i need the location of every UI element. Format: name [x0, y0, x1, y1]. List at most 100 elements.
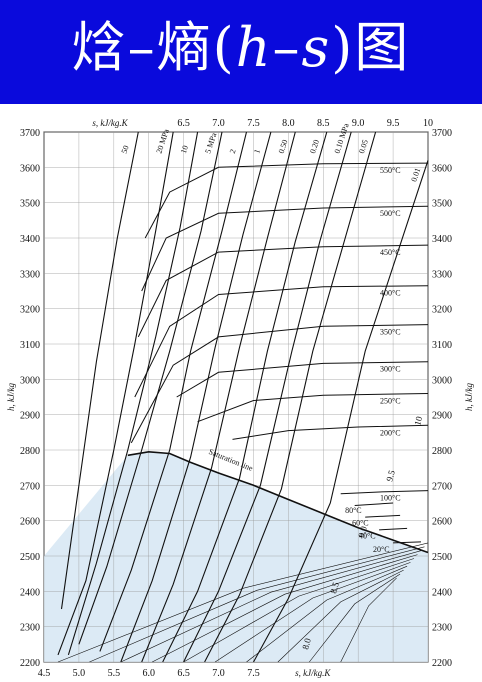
x-tick-top: 9.0 — [352, 118, 365, 129]
y-tick-left: 3000 — [20, 375, 40, 386]
y-tick-left: 3700 — [20, 128, 40, 139]
isotherm-line — [197, 393, 429, 423]
isotherm-line — [176, 361, 429, 398]
isobar-line — [162, 131, 328, 663]
isotherm-label: 300°C — [380, 365, 401, 374]
y-tick-left: 2600 — [20, 517, 40, 528]
y-tick-left: 3500 — [20, 199, 40, 210]
saturation-line — [127, 450, 429, 554]
isotherm-label: 400°C — [380, 289, 401, 298]
isobar-line — [204, 131, 377, 663]
hs-chart: 550°C 500°C 450°C 400°C 350°C 300°C 250°C 200°C… — [6, 118, 474, 679]
title-banner: 焓–熵(h–s)图 — [0, 0, 482, 100]
x-tick-bottom: 6.0 — [142, 668, 155, 679]
isotherm-line — [232, 424, 429, 440]
y-tick-left: 2700 — [20, 481, 40, 492]
isotherm-line — [137, 244, 429, 338]
isobar-line — [120, 131, 272, 663]
quality-line — [214, 562, 411, 663]
isobar-line — [57, 131, 174, 656]
isobar-label: 50 — [120, 144, 131, 154]
isotherm-label: 550°C — [380, 166, 401, 175]
y-tick-left: 2300 — [20, 623, 40, 634]
isobar-label: 0.05 — [357, 139, 370, 155]
y-tick-left: 3600 — [20, 163, 40, 174]
x-tick-bottom: 5.5 — [108, 668, 121, 679]
x-tick-top: 10 — [423, 118, 433, 129]
y-tick-left: 3400 — [20, 234, 40, 245]
isobar-line — [183, 131, 352, 663]
isotherm-label: 100°C — [380, 494, 401, 503]
isotherm-label: 450°C — [380, 248, 401, 257]
y-tick-right: 2600 — [432, 517, 452, 528]
isotherm-label: 350°C — [380, 328, 401, 337]
isobar-line — [60, 131, 139, 610]
y-tick-right: 3000 — [432, 375, 452, 386]
isotherm-line — [379, 527, 408, 531]
title-dash: – — [272, 16, 302, 79]
y-tick-right: 2800 — [432, 446, 452, 457]
y-label-left: h, kJ/kg — [6, 383, 16, 411]
y-tick-right: 3300 — [432, 269, 452, 280]
isotherm-line — [130, 324, 429, 444]
isobar-line — [78, 131, 223, 645]
title-s: s — [301, 16, 332, 79]
y-tick-left: 2900 — [20, 411, 40, 422]
y-tick-right: 2200 — [432, 658, 452, 669]
right-s-label: 8.0 — [300, 637, 313, 651]
y-tick-right: 3400 — [432, 234, 452, 245]
x-tick-bottom: 7.0 — [212, 668, 225, 679]
y-tick-right: 3100 — [432, 340, 452, 351]
isobar-label: 0.50 — [277, 139, 290, 155]
y-tick-left: 2400 — [20, 587, 40, 598]
isotherm-label: 80°C — [345, 506, 362, 515]
isotherm-label: 250°C — [380, 396, 401, 405]
y-tick-right: 2500 — [432, 552, 452, 563]
right-s-label: 9.5 — [384, 469, 397, 483]
x-label-bottom: s, kJ/kg.K — [295, 668, 331, 678]
y-tick-right: 3700 — [432, 128, 452, 139]
isobar-line — [141, 131, 296, 663]
x-tick-top: 6.5 — [177, 118, 190, 129]
isobar-label: 10 — [179, 144, 190, 154]
isotherm-line — [340, 490, 429, 495]
isotherm-label: 40°C — [359, 531, 376, 540]
quality-line — [246, 565, 408, 663]
y-tick-right: 3200 — [432, 305, 452, 316]
title-h: h — [235, 16, 273, 79]
right-s-label: 10 — [412, 415, 424, 427]
x-tick-bottom: 5.0 — [73, 668, 86, 679]
isobar-label: 2 — [228, 148, 238, 155]
y-tick-right: 2300 — [432, 623, 452, 634]
x-label-top: s, kJ/kg.K — [92, 118, 128, 128]
x-tick-bottom: 4.5 — [38, 668, 51, 679]
title-suffix: )图 — [331, 16, 411, 79]
isobar-line — [67, 131, 199, 656]
wet-region — [44, 451, 428, 662]
page-title: 焓–熵(h–s)图 — [0, 6, 482, 90]
quality-line — [89, 546, 425, 663]
y-tick-right: 3600 — [432, 163, 452, 174]
y-tick-right: 2900 — [432, 411, 452, 422]
right-s-label: 9.0 — [356, 525, 369, 539]
isotherm-line — [393, 541, 422, 544]
x-tick-top: 7.0 — [212, 118, 225, 129]
y-tick-right: 2700 — [432, 481, 452, 492]
isotherm-line — [141, 205, 429, 292]
quality-line — [309, 573, 401, 663]
banner-underline — [0, 100, 482, 104]
isotherm-line — [144, 162, 429, 239]
quality-line — [120, 550, 422, 663]
y-tick-left: 3300 — [20, 269, 40, 280]
quality-line — [57, 542, 429, 663]
isotherm-label: 200°C — [380, 428, 401, 437]
isotherm-label: 20°C — [373, 545, 390, 554]
x-tick-top: 8.0 — [282, 118, 295, 129]
isobar-label: 1 — [252, 148, 262, 155]
isobar-label: 0.20 — [308, 139, 321, 155]
title-prefix: 焓–熵( — [71, 16, 236, 79]
quality-line — [277, 569, 404, 663]
y-tick-right: 2400 — [432, 587, 452, 598]
x-tick-top: 9.5 — [387, 118, 400, 129]
y-tick-left: 2500 — [20, 552, 40, 563]
